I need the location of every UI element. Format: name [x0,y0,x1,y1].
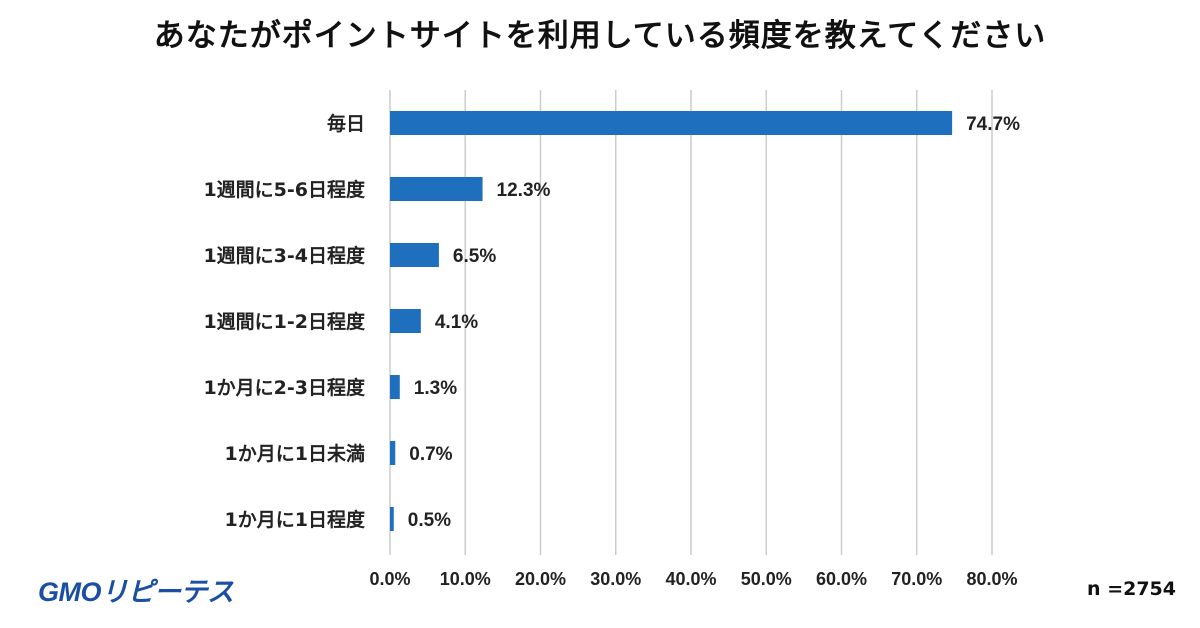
data-label: 1.3% [414,378,457,399]
category-label: 1週間に3‐4日程度 [203,244,366,267]
bar [390,375,400,399]
data-label: 4.1% [435,312,478,333]
category-label: 1か月に1日未満 [225,442,365,465]
data-label: 0.7% [409,444,452,465]
category-label: 1週間に5‐6日程度 [203,178,366,201]
data-label: 0.5% [408,510,451,531]
data-label: 6.5% [453,246,496,267]
x-tick-label: 30.0% [590,569,641,589]
logo-main: GMO [38,577,102,607]
bar [390,177,483,201]
bar [390,309,421,333]
grid-lines [389,90,993,555]
bar [390,243,439,267]
x-tick-label: 20.0% [515,569,566,589]
logo-sub: リピーテス [101,577,234,607]
bar [390,111,953,135]
x-axis-ticks: 0.0% 10.0% 20.0% 30.0% 40.0% 50.0% 60.0% 70.0% 8… [369,569,1017,589]
x-tick-label: 70.0% [891,569,942,589]
category-label: 1週間に1‐2日程度 [203,310,366,333]
bar [390,507,394,531]
x-tick-label: 80.0% [966,569,1017,589]
x-tick-label: 10.0% [440,569,491,589]
category-labels: 毎日 1週間に5‐6日程度 1週間に3‐4日程度 1週間に1‐2日程度 1か月に2‐3日… [203,112,366,531]
data-labels: 74.7% 12.3% 6.5% 4.1% 1.3% 0.7% 0.5% [408,114,1020,531]
data-label: 12.3% [497,180,551,201]
chart-title: あなたがポイントサイトを利用している頻度を教えてください [153,18,1047,54]
gmo-repitest-logo: GMOリピーテス [38,570,234,609]
x-tick-label: 40.0% [665,569,716,589]
x-tick-label: 50.0% [741,569,792,589]
category-label: 1か月に1日程度 [225,508,366,531]
bars [390,111,953,531]
x-tick-label: 0.0% [369,569,410,589]
x-tick-label: 60.0% [816,569,867,589]
bar [390,441,396,465]
category-label: 1か月に2‐3日程度 [203,376,366,399]
data-label: 74.7% [966,114,1020,135]
category-label: 毎日 [327,112,365,135]
sample-size: n =2754 [1087,578,1176,600]
